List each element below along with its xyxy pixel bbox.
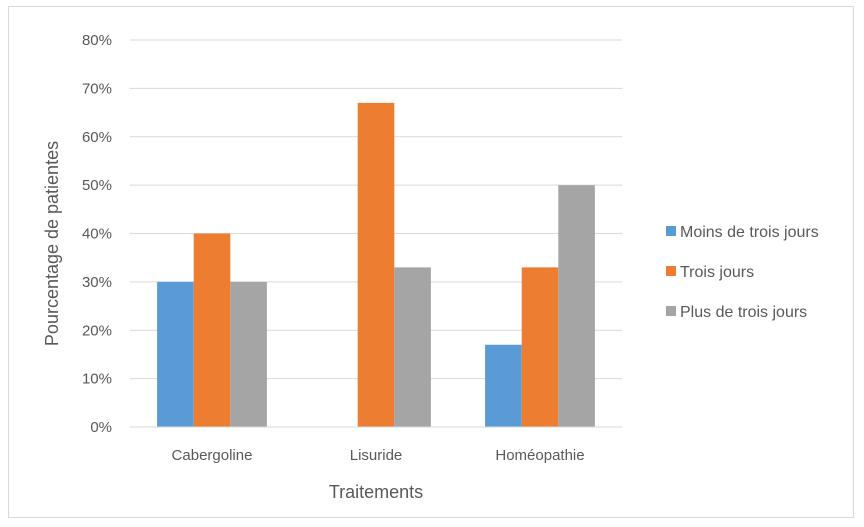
bar-trois-jours-0 bbox=[193, 233, 231, 427]
y-tick-label: 30% bbox=[82, 274, 112, 291]
bar-moins-de-trois-jours-0 bbox=[157, 281, 194, 427]
x-axis-title: Traitements bbox=[329, 482, 423, 502]
bar-moins-de-trois-jours-2 bbox=[485, 344, 522, 427]
legend-label: Trois jours bbox=[680, 264, 754, 281]
y-tick-label: 10% bbox=[82, 371, 112, 388]
y-tick-label: 50% bbox=[82, 177, 112, 194]
legend-swatch bbox=[666, 306, 676, 316]
bar-trois-jours-1 bbox=[357, 102, 395, 427]
legend-label: Moins de trois jours bbox=[680, 224, 819, 241]
y-tick-label: 60% bbox=[82, 129, 112, 146]
y-axis-title: Pourcentage de patientes bbox=[42, 141, 62, 346]
legend-swatch bbox=[666, 266, 676, 276]
bars bbox=[157, 102, 595, 427]
x-tick-label: Lisuride bbox=[350, 447, 403, 464]
y-axis-ticks: 0% 10% 20% 30% 40% 50% 60% 70% 80% bbox=[82, 32, 112, 436]
bar-plus-de-trois-jours-0 bbox=[230, 281, 267, 427]
bar-plus-de-trois-jours-1 bbox=[394, 267, 431, 427]
chart-frame bbox=[8, 6, 854, 518]
x-tick-label: Homéopathie bbox=[495, 447, 584, 464]
y-tick-label: 20% bbox=[82, 322, 112, 339]
y-tick-label: 80% bbox=[82, 32, 112, 49]
legend-label: Plus de trois jours bbox=[680, 304, 807, 321]
legend-swatch bbox=[666, 226, 676, 236]
bar-trois-jours-2 bbox=[521, 267, 559, 427]
x-tick-label: Cabergoline bbox=[172, 447, 253, 464]
y-tick-label: 40% bbox=[82, 226, 112, 243]
bar-plus-de-trois-jours-2 bbox=[558, 185, 595, 427]
x-axis-ticks: Cabergoline Lisuride Homéopathie bbox=[172, 447, 585, 464]
legend: Moins de trois jours Trois jours Plus de t… bbox=[666, 224, 819, 321]
y-tick-label: 70% bbox=[82, 80, 112, 97]
y-tick-label: 0% bbox=[90, 419, 112, 436]
